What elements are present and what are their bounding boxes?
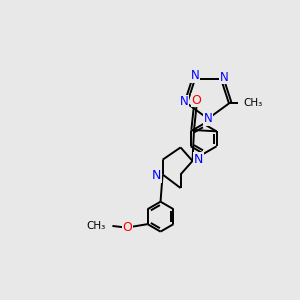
- Text: N: N: [191, 69, 200, 82]
- Text: N: N: [180, 95, 188, 109]
- Text: N: N: [194, 153, 203, 166]
- Text: O: O: [122, 221, 132, 234]
- Text: N: N: [204, 112, 212, 125]
- Text: N: N: [152, 169, 161, 182]
- Text: N: N: [220, 71, 228, 84]
- Text: CH₃: CH₃: [244, 98, 263, 109]
- Text: O: O: [192, 94, 202, 106]
- Text: CH₃: CH₃: [87, 221, 106, 231]
